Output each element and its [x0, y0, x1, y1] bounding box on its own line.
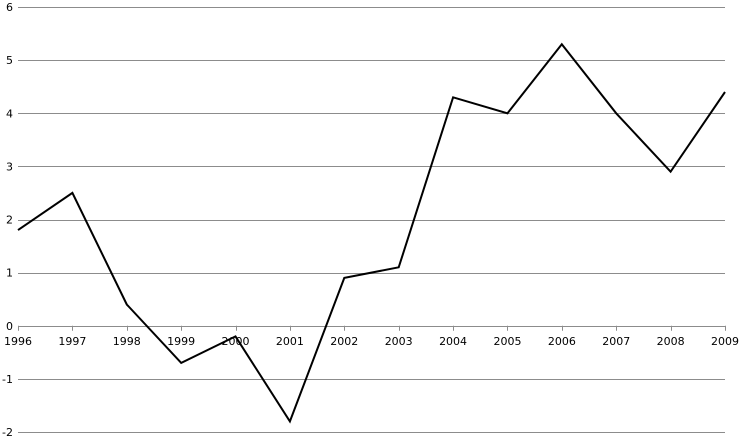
- x-tick-label: 2003: [385, 335, 413, 348]
- x-tick-label: 1999: [167, 335, 195, 348]
- y-gridlines: [18, 7, 725, 433]
- x-tick-label: 2009: [711, 335, 739, 348]
- x-tick-label: 1997: [58, 335, 86, 348]
- series-group: [17, 42, 726, 424]
- y-tick-label: -1: [2, 373, 13, 386]
- x-axis: [18, 325, 726, 331]
- y-tick-label: 6: [6, 1, 13, 14]
- x-axis-tick-labels: 1996 1997 1998 1999 2000 2001 2002 2003 2004 2005…: [4, 335, 739, 348]
- x-tick-label: 2008: [657, 335, 685, 348]
- y-tick-label: 3: [6, 160, 13, 173]
- series-line: [17, 42, 726, 424]
- x-tick-label: 2000: [222, 335, 250, 348]
- y-tick-label: 2: [6, 214, 13, 227]
- x-tick-label: 2002: [330, 335, 358, 348]
- y-axis-tick-labels: -2 -1 0 1 2 3 4 5 6: [2, 1, 13, 439]
- y-tick-label: -2: [2, 426, 13, 439]
- x-tick-label: 2006: [548, 335, 576, 348]
- x-tick-label: 2007: [602, 335, 630, 348]
- y-tick-label: 5: [6, 54, 13, 67]
- x-tick-label: 1998: [113, 335, 141, 348]
- y-tick-label: 0: [6, 320, 13, 333]
- x-tick-label: 2005: [493, 335, 521, 348]
- x-tick-label: 1996: [4, 335, 32, 348]
- y-tick-label: 1: [6, 267, 13, 280]
- y-tick-label: 4: [6, 107, 13, 120]
- x-tick-label: 2004: [439, 335, 467, 348]
- x-tick-label: 2001: [276, 335, 304, 348]
